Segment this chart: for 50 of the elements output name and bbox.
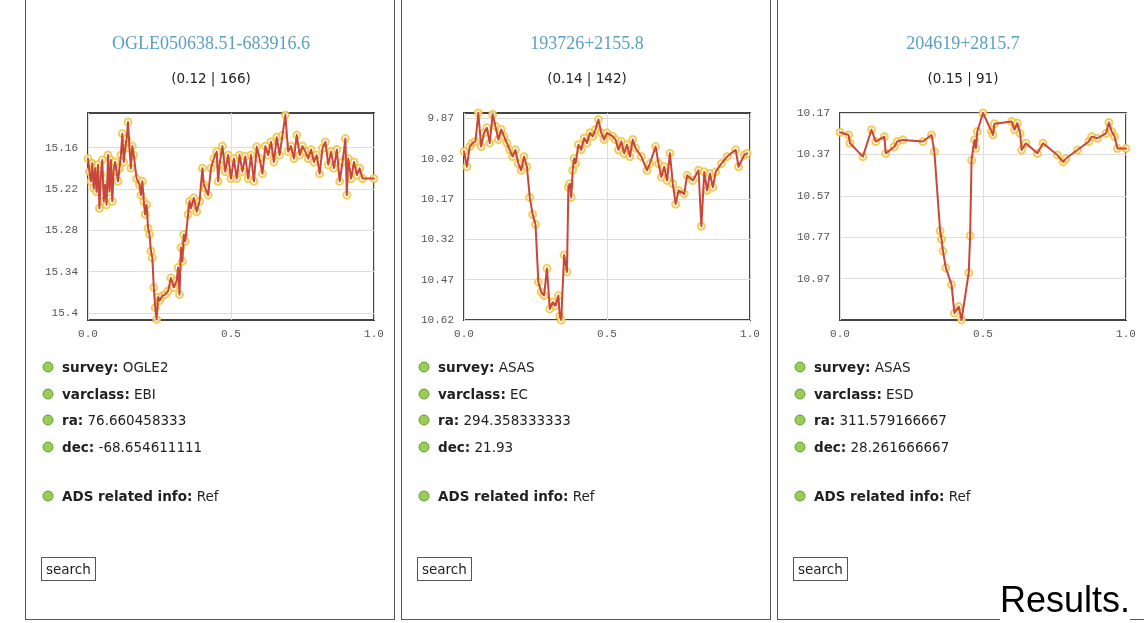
x-tick-label: 0.5	[973, 327, 993, 340]
text: Results.	[999, 579, 1130, 621]
text: varclass: EC	[438, 385, 529, 402]
chart-subtitle: (0.12 | 166)	[170, 70, 252, 86]
y-tick-label: 10.57	[796, 189, 830, 202]
x-tick-label: 0.0	[78, 327, 98, 340]
text: dec: 28.261666667	[814, 438, 950, 455]
y-tick-label: 15.34	[44, 265, 79, 278]
y-tick-label: 9.87	[427, 112, 454, 125]
text: ra: 294.358333333	[438, 412, 571, 428]
text: survey: OGLE2	[62, 359, 169, 375]
y-tick-label: 10.17	[796, 107, 830, 119]
text: survey: ASAS	[438, 359, 535, 375]
x-tick-label: 1.0	[364, 327, 384, 340]
y-tick-label: 10.32	[420, 233, 454, 246]
x-tick-label: 0.0	[454, 327, 474, 340]
chart-subtitle: (0.15 | 91)	[926, 70, 1000, 86]
x-tick-label: 0.5	[221, 327, 241, 340]
y-tick-label: 10.77	[796, 231, 830, 244]
y-tick-label: 15.4	[51, 307, 79, 320]
text: ra: 76.660458333	[62, 412, 187, 428]
text: dec: -68.654611111	[62, 438, 203, 455]
text: ADS related info: Ref	[814, 488, 971, 504]
y-tick-label: 10.62	[420, 314, 454, 326]
text: search	[41, 557, 96, 581]
y-tick-label: 15.22	[44, 182, 78, 195]
chart-title: 193726+2155.8	[529, 33, 645, 54]
text: dec: 21.93	[438, 438, 514, 455]
text: ADS related info: Ref	[438, 488, 595, 504]
text: survey: ASAS	[814, 359, 911, 375]
text: varclass: ESD	[814, 385, 914, 402]
y-tick-label: 15.28	[44, 224, 78, 237]
x-tick-label: 0.5	[597, 327, 617, 340]
y-tick-label: 10.97	[796, 272, 830, 285]
text: search	[417, 557, 472, 581]
x-tick-label: 0.0	[830, 327, 850, 340]
y-tick-label: 15.16	[44, 141, 78, 154]
chart-title: 204619+2815.7	[905, 33, 1021, 54]
chart-title: OGLE050638.51-683916.6	[111, 33, 311, 54]
y-tick-label: 10.37	[796, 148, 830, 161]
y-tick-label: 10.02	[420, 152, 454, 165]
text: ADS related info: Ref	[62, 488, 219, 504]
x-tick-label: 1.0	[740, 327, 760, 340]
text: varclass: EBI	[62, 385, 156, 402]
y-tick-label: 10.17	[420, 193, 454, 206]
y-tick-label: 10.47	[420, 273, 454, 286]
text: search	[793, 557, 848, 581]
x-tick-label: 1.0	[1116, 327, 1136, 340]
chart-subtitle: (0.14 | 142)	[546, 70, 628, 86]
text: ra: 311.579166667	[814, 412, 947, 428]
